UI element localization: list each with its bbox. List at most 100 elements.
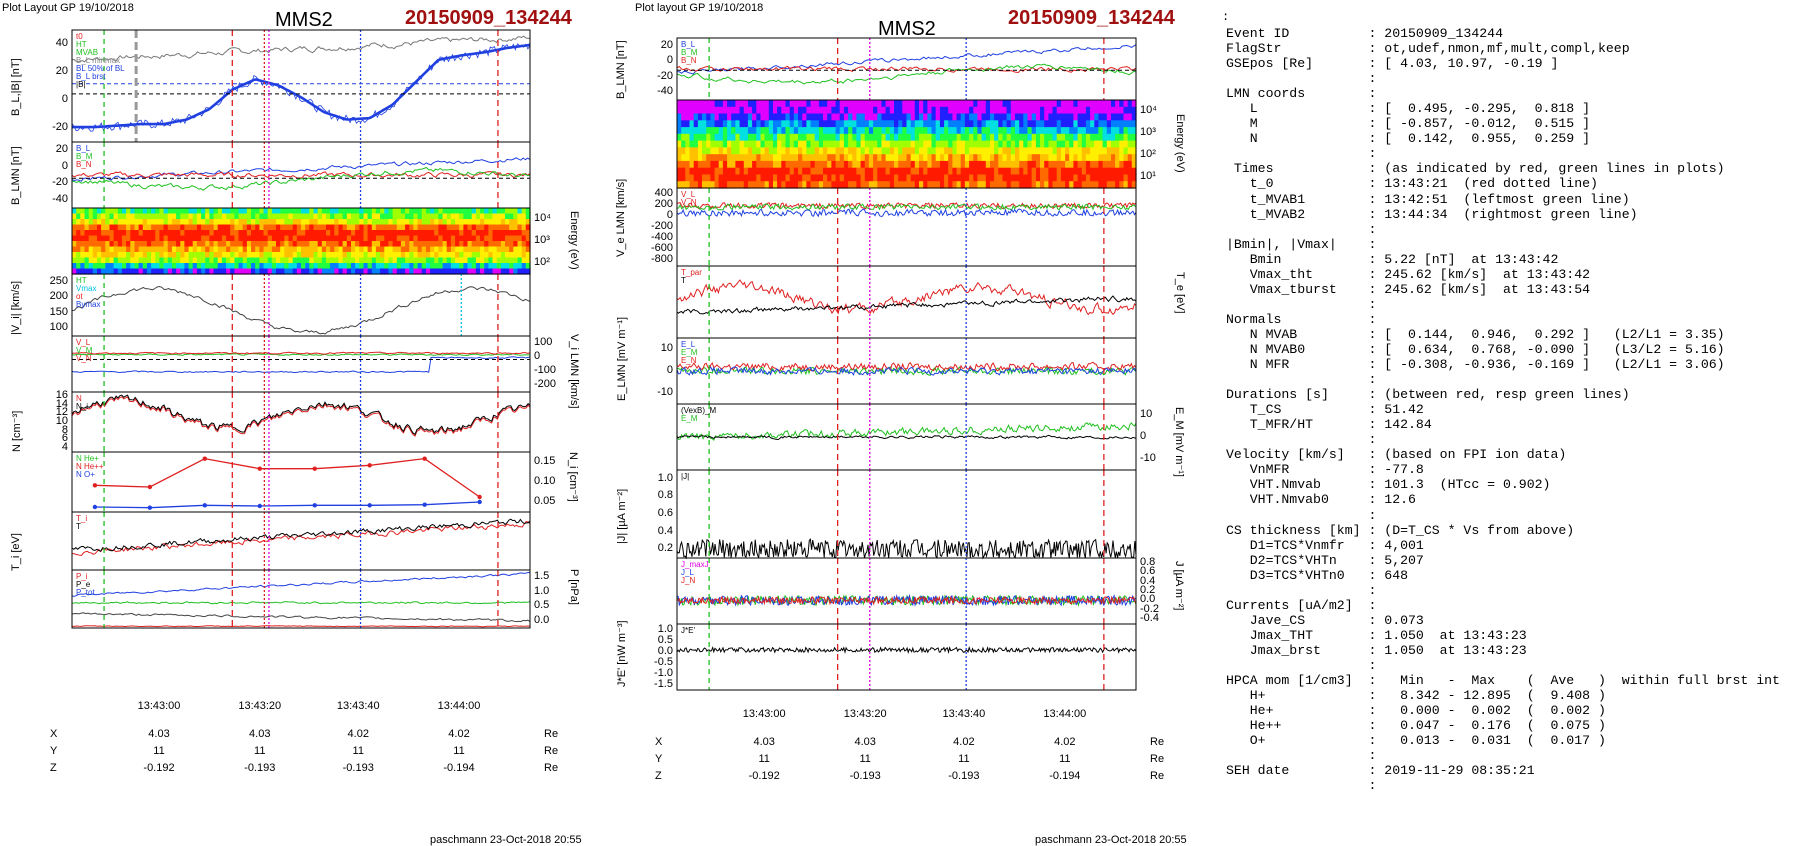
ion-spectrogram-cell bbox=[80, 246, 86, 253]
electron-spectrogram-cell bbox=[848, 147, 853, 155]
electron-spectrogram-cell bbox=[739, 167, 745, 176]
ion-spectrogram-cell bbox=[163, 213, 169, 220]
electron-spectrogram-cell bbox=[1111, 100, 1116, 108]
electron-spectrogram-cell bbox=[1048, 160, 1054, 169]
electron-spectrogram-cell bbox=[1019, 181, 1024, 189]
ion-spectrogram-cell bbox=[117, 241, 123, 248]
electron-spectrogram-cell bbox=[827, 174, 832, 182]
ion-spectrogram-cell bbox=[321, 252, 327, 259]
ion-spectrogram-cell bbox=[226, 246, 231, 253]
BLMN-ytick: -40 bbox=[52, 192, 68, 205]
electron-spectrogram-cell bbox=[856, 167, 862, 176]
ion-spectrogram-cell bbox=[142, 241, 148, 248]
electron-spectrogram-cell bbox=[727, 167, 732, 176]
electron-spectrogram-cell bbox=[1098, 174, 1104, 182]
BLMN-legend-entry: B_M bbox=[76, 152, 93, 161]
ion-spectrogram-cell bbox=[167, 268, 173, 275]
electron-spectrogram-cell bbox=[722, 174, 728, 182]
ion-spectrogram-cell bbox=[509, 224, 514, 231]
mBLMN-legend-entry: B_N bbox=[681, 56, 697, 65]
ion-spectrogram-cell bbox=[396, 241, 402, 248]
ion-spectrogram-cell bbox=[305, 241, 310, 248]
J-legend-entry: J_maxJ bbox=[681, 560, 709, 569]
ion-spectrogram-cell bbox=[292, 213, 298, 220]
electron-spectrogram-cell bbox=[1040, 106, 1045, 115]
electron-spectrogram-cell bbox=[952, 167, 958, 176]
electron-spectrogram-cell bbox=[935, 167, 941, 176]
ion-spectrogram-cell bbox=[267, 230, 273, 237]
electron-spectrogram-cell bbox=[839, 160, 845, 169]
electron-spectrogram-cell bbox=[868, 154, 874, 162]
electron-spectrogram-cell bbox=[835, 147, 841, 155]
ion-spectrogram-cell bbox=[309, 230, 315, 237]
electron-spectrogram-cell bbox=[910, 147, 916, 155]
electron-spectrogram-cell bbox=[777, 113, 782, 121]
ion-spectrogram-cell bbox=[375, 224, 381, 231]
electron-spectrogram-cell bbox=[760, 181, 766, 189]
electron-spectrogram-cell bbox=[823, 127, 828, 135]
P-ylabel: P [nPa] bbox=[568, 569, 580, 605]
ion-spectrogram-cell bbox=[355, 263, 360, 270]
electron-spectrogram-cell bbox=[990, 120, 995, 128]
ion-spectrogram-cell bbox=[163, 219, 169, 226]
electron-spectrogram-cell bbox=[685, 160, 691, 169]
ion-spectrogram-cell bbox=[242, 246, 248, 253]
ion-spectrogram-cell bbox=[338, 208, 344, 215]
pos-unit: Re bbox=[1150, 753, 1165, 765]
electron-spectrogram-cell bbox=[931, 167, 937, 176]
ion-spectrogram-cell bbox=[113, 252, 119, 259]
electron-spectrogram-cell bbox=[689, 174, 695, 182]
electron-spectrogram-cell bbox=[994, 167, 999, 176]
electron-spectrogram-cell bbox=[910, 113, 916, 121]
electron-spectrogram-cell bbox=[1077, 120, 1083, 128]
electron-spectrogram-cell bbox=[927, 113, 933, 121]
ion-spectrogram-cell bbox=[367, 257, 373, 264]
electron-spectrogram-cell bbox=[735, 181, 741, 189]
electron-spectrogram-cell bbox=[747, 120, 753, 128]
electron-spectrogram-cell bbox=[910, 181, 916, 189]
ion-spectrogram-cell bbox=[126, 263, 131, 270]
ion-spectrogram-cell bbox=[263, 246, 269, 253]
time-tick-label: 13:43:00 bbox=[137, 700, 181, 712]
ion-spectrogram-cell bbox=[521, 219, 527, 226]
Vi-ytick: 150 bbox=[49, 305, 68, 318]
electron-spectrogram-cell bbox=[898, 160, 903, 169]
ion-spectrogram-cell bbox=[76, 263, 81, 270]
electron-spectrogram-cell bbox=[848, 133, 853, 142]
electron-spectrogram-cell bbox=[831, 100, 837, 108]
ion-spectrogram-cell bbox=[234, 230, 240, 237]
ELMN-ylabel: E_LMN [mV m⁻¹] bbox=[616, 316, 628, 401]
ion-spectrogram-cell bbox=[113, 246, 119, 253]
electron-spectrogram-cell bbox=[981, 127, 987, 135]
electron-spectrogram-cell bbox=[969, 127, 974, 135]
electron-spectrogram-cell bbox=[1060, 174, 1066, 182]
event-info-text: Event ID : 20150909_134244 FlagStr : ot,… bbox=[1226, 26, 1780, 794]
ion-spectrogram-cell bbox=[163, 257, 169, 264]
electron-spectrogram-cell bbox=[910, 100, 916, 108]
electron-spectrogram-cell bbox=[889, 127, 895, 135]
ion-spectrogram-cell bbox=[430, 241, 435, 248]
ion-spectrogram-cell bbox=[400, 246, 406, 253]
electron-spectrogram-cell bbox=[960, 140, 966, 148]
ion-spectrogram-cell bbox=[292, 268, 298, 275]
ion-spectrogram-cell bbox=[259, 252, 265, 259]
ELMN-legend-entry: E_L bbox=[681, 340, 696, 349]
electron-spectrogram-cell bbox=[768, 133, 774, 142]
electron-spectrogram-cell bbox=[1002, 160, 1008, 169]
ion-spectrogram-cell bbox=[359, 213, 365, 220]
electron-spectrogram-cell bbox=[839, 106, 845, 115]
electron-spectrogram-cell bbox=[852, 106, 858, 115]
electron-spectrogram-cell bbox=[948, 100, 953, 108]
ion-spectrogram-cell bbox=[184, 224, 190, 231]
electron-spectrogram-cell bbox=[939, 140, 945, 148]
electron-spectrogram-cell bbox=[793, 127, 799, 135]
electron-spectrogram-cell bbox=[1123, 147, 1129, 155]
ViLMN-ytick: -200 bbox=[534, 378, 557, 390]
ion-spectrogram-cell bbox=[122, 257, 127, 264]
electron-spectrogram-cell bbox=[773, 181, 778, 189]
ion-spectrogram-cell bbox=[151, 219, 156, 226]
electron-spectrogram-cell bbox=[827, 140, 832, 148]
electron-spectrogram-cell bbox=[739, 100, 745, 108]
electron-spectrogram-cell bbox=[818, 167, 824, 176]
electron-spectrogram-cell bbox=[1131, 106, 1137, 115]
